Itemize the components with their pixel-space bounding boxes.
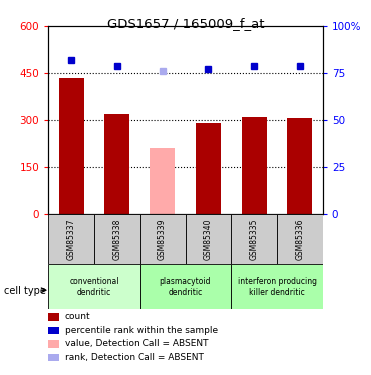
Bar: [48, 264, 140, 309]
Text: GSM85338: GSM85338: [112, 218, 121, 260]
Text: interferon producing
killer dendritic: interferon producing killer dendritic: [237, 277, 316, 297]
Bar: [242, 117, 267, 214]
Bar: [59, 78, 84, 214]
Text: GSM85339: GSM85339: [158, 218, 167, 260]
Text: plasmacytoid
dendritic: plasmacytoid dendritic: [160, 277, 211, 297]
Text: value, Detection Call = ABSENT: value, Detection Call = ABSENT: [65, 339, 209, 348]
Bar: [196, 123, 221, 214]
Bar: [231, 264, 323, 309]
Bar: [94, 214, 140, 264]
Text: rank, Detection Call = ABSENT: rank, Detection Call = ABSENT: [65, 353, 204, 362]
Text: conventional
dendritic: conventional dendritic: [69, 277, 119, 297]
Bar: [104, 114, 129, 214]
Bar: [140, 214, 186, 264]
Bar: [186, 214, 231, 264]
Bar: [150, 148, 175, 214]
Text: GSM85335: GSM85335: [250, 218, 259, 260]
Bar: [277, 214, 323, 264]
Text: count: count: [65, 312, 91, 321]
Text: GSM85336: GSM85336: [295, 218, 304, 260]
Text: GSM85337: GSM85337: [67, 218, 76, 260]
Bar: [287, 118, 312, 214]
Text: cell type: cell type: [4, 286, 46, 296]
Bar: [48, 214, 94, 264]
Text: percentile rank within the sample: percentile rank within the sample: [65, 326, 218, 335]
Bar: [231, 214, 277, 264]
Text: GSM85340: GSM85340: [204, 218, 213, 260]
Text: GDS1657 / 165009_f_at: GDS1657 / 165009_f_at: [107, 17, 264, 30]
Bar: [140, 264, 231, 309]
